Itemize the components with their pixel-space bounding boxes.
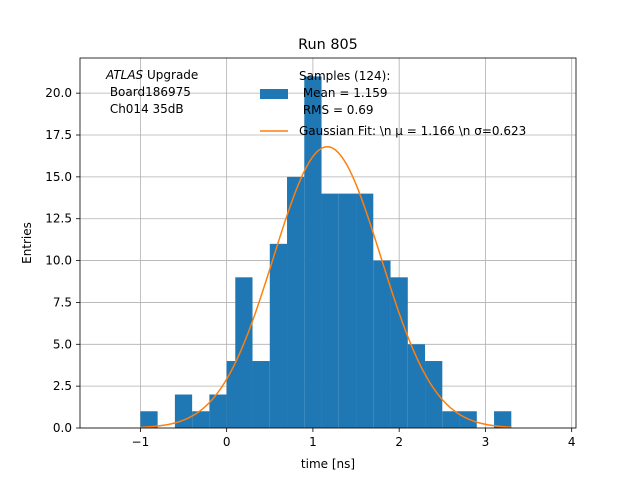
x-axis-title: time [ns] — [301, 457, 355, 471]
annotation-atlas: ATLAS — [105, 68, 144, 82]
annotation-line-3: Ch014 35dB — [106, 102, 184, 116]
x-tick-label: 0 — [223, 435, 231, 449]
y-tick-label: 17.5 — [45, 128, 72, 142]
histogram-bar — [287, 176, 305, 428]
y-tick-label: 10.0 — [45, 254, 72, 268]
chart-title: Run 805 — [298, 37, 358, 53]
x-tick-label: 2 — [395, 435, 403, 449]
histogram-bar — [252, 361, 270, 428]
annotation-upgrade: Upgrade — [143, 68, 198, 82]
histogram-bar — [442, 411, 460, 428]
atlas-annotation: ATLAS Upgrade Board186975 Ch014 35dB — [105, 68, 198, 116]
legend-gaussian-label: Gaussian Fit: \n μ = 1.166 \n σ=0.623 — [299, 124, 526, 138]
x-tick-label: −1 — [132, 435, 150, 449]
histogram-bar — [425, 361, 443, 428]
y-tick-label: 0.0 — [53, 421, 72, 435]
y-axis-ticks: 0.0 2.5 5.0 7.5 10.0 12.5 15.0 17.5 20.0 — [45, 86, 80, 435]
histogram-bar — [321, 193, 339, 428]
annotation-line-1: ATLAS Upgrade — [105, 68, 198, 82]
histogram-bar — [338, 193, 357, 428]
legend-samples-line-1: Samples (124): — [299, 69, 390, 83]
legend-samples-line-3: RMS = 0.69 — [299, 103, 374, 117]
legend-patch-samples — [260, 89, 288, 99]
histogram-bar — [235, 277, 253, 428]
y-tick-label: 7.5 — [53, 295, 72, 309]
histogram-bar — [209, 394, 227, 428]
y-tick-label: 20.0 — [45, 86, 72, 100]
x-tick-label: 3 — [482, 435, 490, 449]
y-tick-label: 5.0 — [53, 337, 72, 351]
y-axis-title: Entries — [20, 222, 34, 264]
legend-samples-line-2: Mean = 1.159 — [299, 86, 388, 100]
y-tick-label: 15.0 — [45, 170, 72, 184]
histogram-bar — [494, 411, 512, 428]
y-tick-label: 2.5 — [53, 379, 72, 393]
histogram-bar — [174, 394, 193, 428]
plot-frame — [79, 57, 577, 429]
x-axis-ticks: −1 0 1 2 3 4 — [132, 428, 576, 449]
histogram-bar — [356, 193, 374, 428]
histogram-bar — [140, 411, 158, 428]
gaussian-fit-curve — [140, 145, 512, 429]
y-tick-label: 12.5 — [45, 212, 72, 226]
histogram-bar — [269, 243, 288, 428]
legend: Samples (124): Mean = 1.159 RMS = 0.69 G… — [260, 69, 526, 138]
histogram-bar — [373, 260, 391, 428]
annotation-line-2: Board186975 — [106, 85, 191, 99]
x-tick-label: 1 — [309, 435, 317, 449]
histogram-bar — [390, 277, 408, 428]
histogram-bar — [192, 411, 210, 428]
x-tick-label: 4 — [568, 435, 576, 449]
